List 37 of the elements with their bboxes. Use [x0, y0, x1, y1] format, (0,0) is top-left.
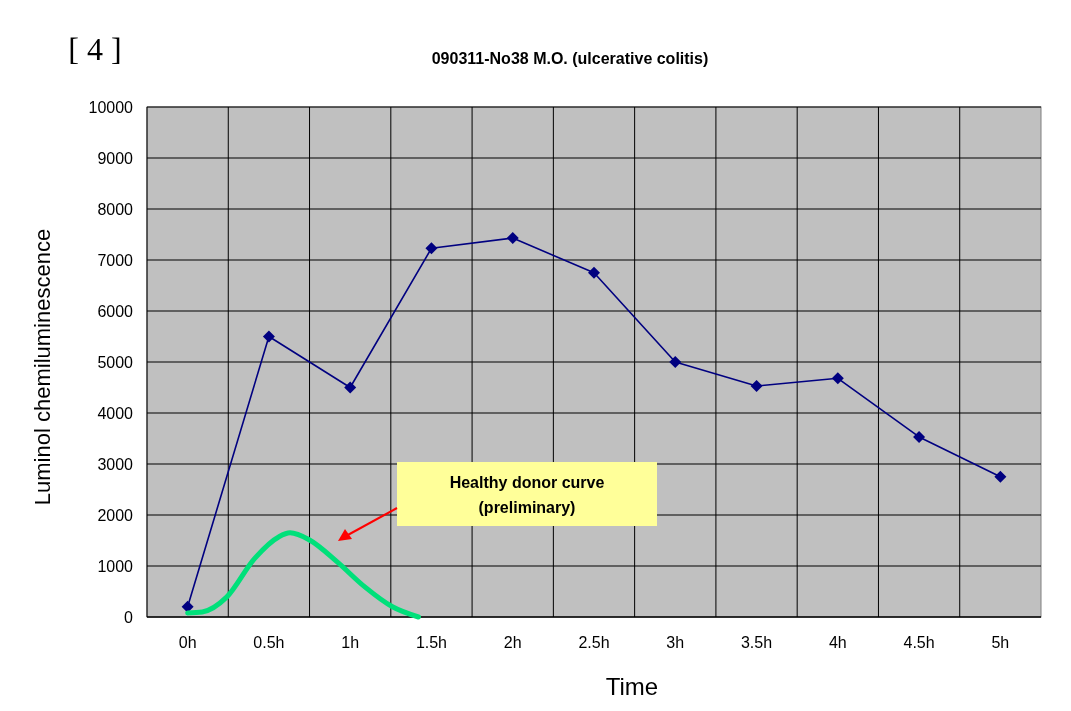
point [750, 379, 763, 392]
annotation: Healthy donor curve (preliminary) [449, 474, 605, 516]
point [994, 470, 1007, 483]
x-tick-label: 1h [341, 634, 360, 651]
x-tick-label: 0.5h [253, 634, 285, 651]
y-tick-label: 9000 [97, 149, 134, 167]
y-tick-label: 3000 [97, 455, 134, 473]
x-tick-label: 2.5h [578, 634, 610, 651]
y-tick-label: 10000 [88, 98, 134, 116]
x-axis-title: Time [605, 673, 659, 700]
y-tick-label: 0 [124, 608, 134, 626]
x-tick-label: 4h [828, 634, 847, 651]
chart-title: 090311-No38 M.O. (ulcerative colitis) [431, 50, 709, 67]
x-tick-label: 5h [991, 634, 1010, 651]
x-tick-label: 3h [666, 634, 685, 651]
text: [ 4 ] [68, 31, 122, 67]
point [425, 242, 438, 255]
point [588, 266, 600, 279]
y-tick-label: 1000 [97, 557, 134, 575]
x-tick-label: 1.5h [415, 634, 448, 651]
y-tick-label: 2000 [97, 506, 134, 524]
y-tick-label: 5000 [97, 353, 134, 371]
y-tick-label: 4000 [97, 404, 134, 422]
y-axis-title: Luminol chemiluminescence [30, 228, 55, 506]
point [669, 356, 682, 368]
x-tick-label: 4.5h [903, 634, 935, 651]
point [262, 330, 275, 343]
point [913, 430, 926, 443]
point [831, 372, 844, 385]
x-tick-label: 2h [503, 634, 522, 651]
point [506, 232, 519, 245]
y-tick-label: 6000 [97, 302, 134, 320]
point [344, 381, 357, 394]
x-tick-label: 0h [178, 634, 197, 651]
y-tick-label: 8000 [97, 200, 134, 218]
y-tick-label: 7000 [97, 251, 134, 269]
x-tick-label: 3.5h [740, 634, 773, 651]
